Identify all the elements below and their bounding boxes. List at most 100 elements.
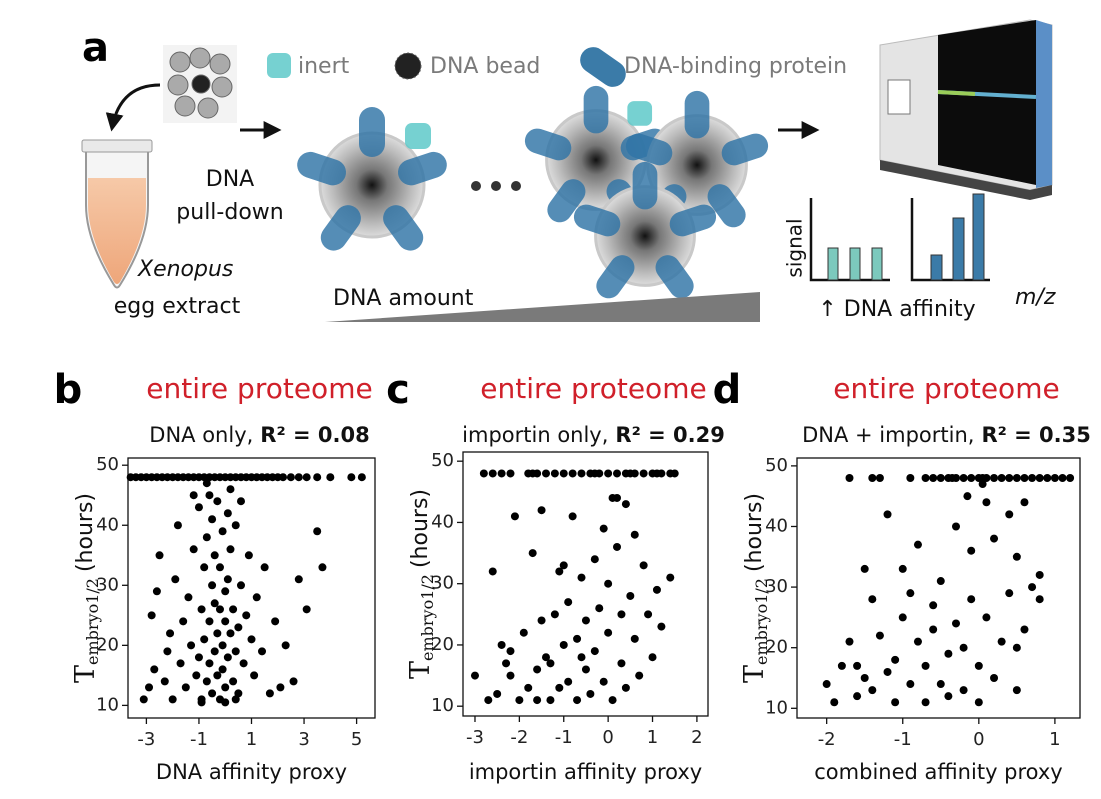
data-point: [921, 698, 930, 707]
data-point: [215, 605, 224, 614]
data-point: [160, 677, 169, 686]
y-label-unit: (hours): [742, 493, 767, 572]
data-point: [906, 680, 915, 689]
data-point: [1066, 474, 1075, 482]
data-point: [648, 653, 657, 662]
data-point: [281, 641, 290, 650]
data-point: [1050, 474, 1059, 482]
arrow: [105, 83, 161, 132]
data-point: [231, 695, 240, 704]
data-point: [213, 671, 222, 680]
data-point: [573, 634, 582, 643]
data-point: [590, 469, 599, 478]
data-point: [577, 573, 586, 582]
data-point: [150, 665, 159, 674]
chart-title: entire proteome: [146, 372, 372, 405]
protein: [684, 90, 710, 139]
data-point: [929, 601, 938, 610]
data-point: [276, 683, 285, 692]
y-label-sub: embryo1/2: [752, 578, 771, 665]
data-point: [990, 474, 999, 482]
data-point: [208, 515, 217, 524]
data-point: [221, 587, 230, 596]
data-point: [205, 617, 214, 626]
data-point: [978, 480, 987, 489]
protein: [721, 133, 769, 166]
y-axis-label: Tembryo1/2 (hours): [70, 493, 102, 683]
data-point: [875, 474, 884, 482]
protein: [297, 151, 347, 186]
data-point: [944, 649, 953, 658]
data-point: [595, 604, 604, 613]
data-point: [599, 677, 608, 686]
bead-clusters: [297, 85, 769, 299]
data-point: [1058, 474, 1067, 482]
protein: [596, 255, 635, 299]
data-point: [145, 683, 154, 692]
data-point: [231, 647, 240, 656]
data-point: [223, 509, 232, 518]
data-point: [244, 551, 253, 560]
x-tick-label: 0: [973, 729, 984, 750]
data-point: [231, 521, 240, 530]
data-point: [155, 551, 164, 560]
data-point: [1035, 474, 1044, 482]
protein: [625, 133, 673, 166]
inert-protein: [405, 123, 431, 149]
data-point: [883, 510, 892, 519]
scatter-panel: d entire proteome DNA + importin, R² = 0.35…: [713, 367, 1091, 784]
data-point: [613, 493, 622, 502]
data-point: [194, 653, 203, 662]
data-point: [202, 677, 211, 686]
data-point: [192, 671, 201, 680]
data-point: [1020, 498, 1029, 507]
legend-protein-icon: [580, 47, 626, 87]
panel-label: b: [54, 367, 83, 413]
data-point: [604, 579, 613, 588]
y-tick-label: 30: [431, 573, 454, 594]
x-axis-label: combined affinity proxy: [814, 760, 1062, 784]
protein: [320, 205, 361, 251]
data-point: [200, 563, 209, 572]
panel-label: d: [713, 367, 742, 413]
data-point: [546, 659, 555, 668]
plot-frame: [796, 457, 1081, 719]
legend-label: inert: [298, 54, 350, 79]
data-point: [559, 640, 568, 649]
data-point: [990, 534, 999, 543]
data-point: [974, 661, 983, 670]
data-point: [906, 589, 915, 598]
data-point: [555, 567, 564, 576]
data-point: [541, 469, 550, 478]
affinity-label: ↑ DNA affinity: [818, 297, 975, 322]
data-point: [205, 491, 214, 500]
data-point: [173, 521, 182, 530]
x-tick-label: 1: [1049, 729, 1060, 750]
data-point: [590, 647, 599, 656]
y-label-main: T: [405, 661, 436, 679]
data-point: [326, 473, 335, 482]
data-point: [652, 585, 661, 594]
r2-label: R² = 0.08: [260, 423, 369, 447]
data-point: [537, 506, 546, 515]
data-point: [630, 530, 639, 539]
y-tick-label: 10: [96, 694, 119, 715]
y-tick-label: 40: [96, 514, 119, 535]
bead-mix-cells: [167, 47, 233, 119]
data-point: [559, 469, 568, 478]
y-tick-label: 20: [765, 637, 788, 658]
data-point: [990, 674, 999, 682]
data-point: [197, 605, 206, 614]
data-point: [626, 591, 635, 600]
data-point: [639, 561, 648, 570]
data-point: [948, 474, 957, 482]
data-point: [860, 674, 869, 682]
data-point: [166, 629, 175, 638]
data-point: [564, 677, 573, 686]
chart-subtitle: importin only, R² = 0.29: [462, 423, 725, 447]
data-point: [271, 617, 280, 626]
data-point: [313, 473, 322, 482]
data-point: [963, 492, 972, 501]
data-point: [830, 698, 839, 707]
data-point: [239, 659, 248, 668]
